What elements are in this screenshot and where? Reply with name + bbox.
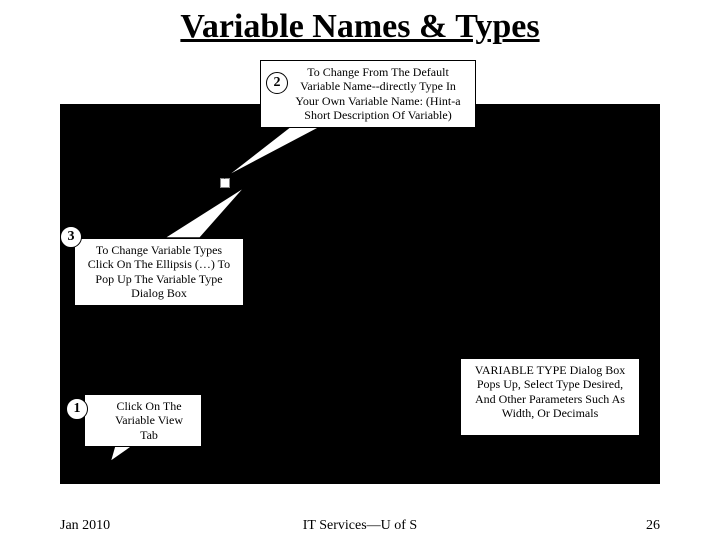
step-number-1: 1	[66, 398, 88, 420]
callout-variable-type: VARIABLE TYPE Dialog Box Pops Up, Select…	[460, 358, 640, 436]
step-number-2: 2	[266, 72, 288, 94]
callout-variable-type-text: VARIABLE TYPE Dialog Box Pops Up, Select…	[475, 363, 626, 420]
cursor-marker	[220, 178, 230, 188]
footer-page-number: 26	[646, 518, 660, 534]
callout-step-2-text: To Change From The Default Variable Name…	[289, 65, 467, 123]
callout-step-2: To Change From The Default Variable Name…	[260, 60, 476, 128]
callout-step-1-text: Click On The Variable View Tab	[105, 399, 193, 442]
callout-step-3-text: To Change Variable Types Click On The El…	[88, 243, 230, 300]
footer-org: IT Services—U of S	[0, 518, 720, 534]
slide: Variable Names & Types To Change From Th…	[0, 0, 720, 540]
callout-step-3: To Change Variable Types Click On The El…	[74, 238, 244, 306]
page-title: Variable Names & Types	[0, 8, 720, 46]
callout-step-1: Click On The Variable View Tab	[84, 394, 202, 447]
step-number-3: 3	[60, 226, 82, 248]
